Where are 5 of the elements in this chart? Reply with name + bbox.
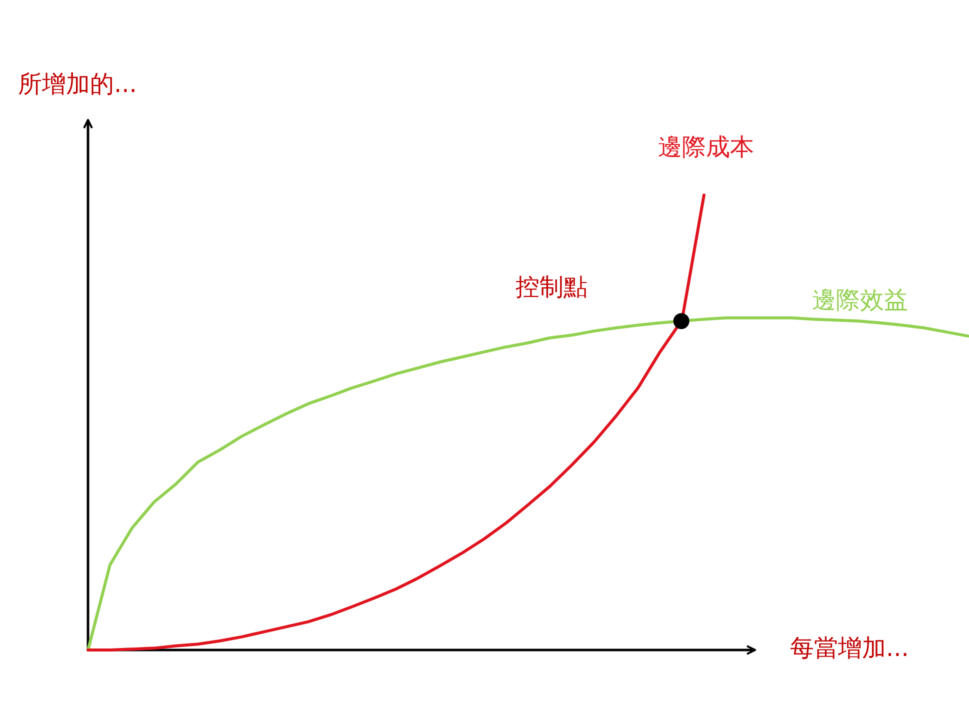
y-axis-title: 所增加的... bbox=[18, 70, 137, 98]
x-axis-title: 每當增加... bbox=[790, 634, 909, 662]
annotation: 控制點 bbox=[515, 273, 588, 302]
series-label: 邊際效益 bbox=[812, 286, 908, 314]
text: 邊際成本 bbox=[658, 133, 754, 161]
